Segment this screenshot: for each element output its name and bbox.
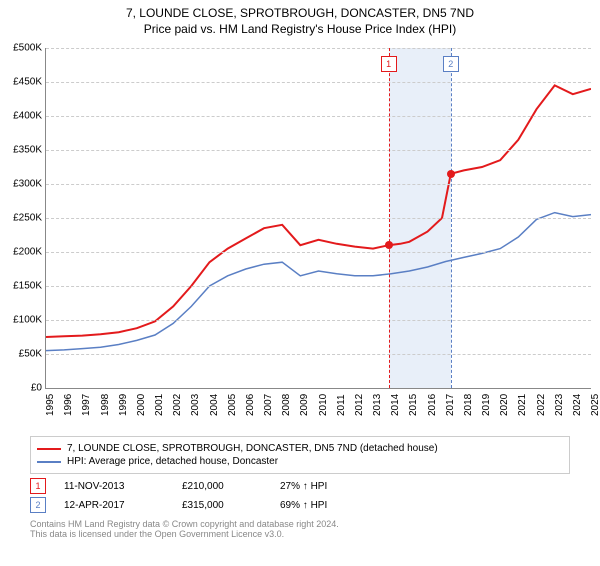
x-axis-label: 2019	[481, 394, 492, 416]
event-vline	[389, 48, 390, 388]
y-axis-label: £400K	[13, 111, 46, 122]
x-axis-label: 1999	[118, 394, 129, 416]
x-axis-label: 1998	[100, 394, 111, 416]
legend-swatch	[37, 448, 61, 450]
x-axis-label: 2025	[590, 394, 600, 416]
legend-item: HPI: Average price, detached house, Donc…	[37, 456, 563, 467]
x-axis-label: 2015	[408, 394, 419, 416]
gridline	[46, 218, 591, 219]
x-axis-label: 2005	[227, 394, 238, 416]
event-marker: 2	[443, 56, 459, 72]
y-axis-label: £150K	[13, 281, 46, 292]
x-axis-labels: 1995199619971998199920002001200220032004…	[45, 388, 590, 408]
x-axis-label: 1996	[63, 394, 74, 416]
y-axis-label: £250K	[13, 213, 46, 224]
x-axis-label: 2011	[336, 394, 347, 416]
transaction-row: 1 11-NOV-2013 £210,000 27% ↑ HPI	[30, 478, 570, 494]
y-axis-label: £50K	[19, 349, 46, 360]
x-axis-label: 2017	[445, 394, 456, 416]
y-axis-label: £450K	[13, 77, 46, 88]
plot-area: £0£50K£100K£150K£200K£250K£300K£350K£400…	[45, 48, 591, 389]
x-axis-label: 2018	[463, 394, 474, 416]
x-axis-label: 2022	[536, 394, 547, 416]
transaction-hpi: 27% ↑ HPI	[280, 481, 360, 492]
x-axis-label: 2007	[263, 394, 274, 416]
x-axis-label: 2010	[318, 394, 329, 416]
x-axis-label: 2013	[372, 394, 383, 416]
transaction-marker: 2	[30, 497, 46, 513]
transaction-price: £210,000	[182, 481, 262, 492]
gridline	[46, 252, 591, 253]
transaction-date: 11-NOV-2013	[64, 481, 164, 492]
x-axis-label: 1995	[45, 394, 56, 416]
x-axis-label: 2000	[136, 394, 147, 416]
transaction-date: 12-APR-2017	[64, 500, 164, 511]
event-marker: 1	[381, 56, 397, 72]
y-axis-label: £200K	[13, 247, 46, 258]
gridline	[46, 82, 591, 83]
y-axis-label: £350K	[13, 145, 46, 156]
transaction-price: £315,000	[182, 500, 262, 511]
legend-label: 7, LOUNDE CLOSE, SPROTBROUGH, DONCASTER,…	[67, 443, 438, 454]
gridline	[46, 116, 591, 117]
x-axis-label: 2001	[154, 394, 165, 416]
data-dot	[447, 170, 455, 178]
transaction-hpi: 69% ↑ HPI	[280, 500, 360, 511]
gridline	[46, 286, 591, 287]
y-axis-label: £100K	[13, 315, 46, 326]
gridline	[46, 48, 591, 49]
x-axis-label: 1997	[81, 394, 92, 416]
chart-subtitle: Price paid vs. HM Land Registry's House …	[0, 22, 600, 36]
x-axis-label: 2016	[427, 394, 438, 416]
transaction-row: 2 12-APR-2017 £315,000 69% ↑ HPI	[30, 497, 570, 513]
y-axis-label: £300K	[13, 179, 46, 190]
x-axis-label: 2023	[554, 394, 565, 416]
x-axis-label: 2024	[572, 394, 583, 416]
gridline	[46, 320, 591, 321]
data-dot	[385, 241, 393, 249]
event-vline	[451, 48, 452, 388]
legend-item: 7, LOUNDE CLOSE, SPROTBROUGH, DONCASTER,…	[37, 443, 563, 454]
attribution: Contains HM Land Registry data © Crown c…	[30, 519, 570, 539]
x-axis-label: 2009	[299, 394, 310, 416]
gridline	[46, 150, 591, 151]
x-axis-label: 2002	[172, 394, 183, 416]
transactions-table: 1 11-NOV-2013 £210,000 27% ↑ HPI 2 12-APR-201…	[30, 478, 570, 513]
chart-title: 7, LOUNDE CLOSE, SPROTBROUGH, DONCASTER,…	[0, 6, 600, 20]
series-line-property	[46, 85, 591, 337]
attribution-line: This data is licensed under the Open Gov…	[30, 529, 570, 539]
legend-swatch	[37, 461, 61, 463]
attribution-line: Contains HM Land Registry data © Crown c…	[30, 519, 570, 529]
y-axis-label: £0	[31, 383, 46, 394]
legend: 7, LOUNDE CLOSE, SPROTBROUGH, DONCASTER,…	[30, 436, 570, 474]
x-axis-label: 2014	[390, 394, 401, 416]
x-axis-label: 2021	[517, 394, 528, 416]
x-axis-label: 2012	[354, 394, 365, 416]
chart-container: £0£50K£100K£150K£200K£250K£300K£350K£400…	[45, 48, 590, 408]
x-axis-label: 2004	[209, 394, 220, 416]
x-axis-label: 2003	[190, 394, 201, 416]
gridline	[46, 184, 591, 185]
legend-label: HPI: Average price, detached house, Donc…	[67, 456, 278, 467]
x-axis-label: 2020	[499, 394, 510, 416]
y-axis-label: £500K	[13, 43, 46, 54]
x-axis-label: 2008	[281, 394, 292, 416]
transaction-marker: 1	[30, 478, 46, 494]
x-axis-label: 2006	[245, 394, 256, 416]
gridline	[46, 354, 591, 355]
